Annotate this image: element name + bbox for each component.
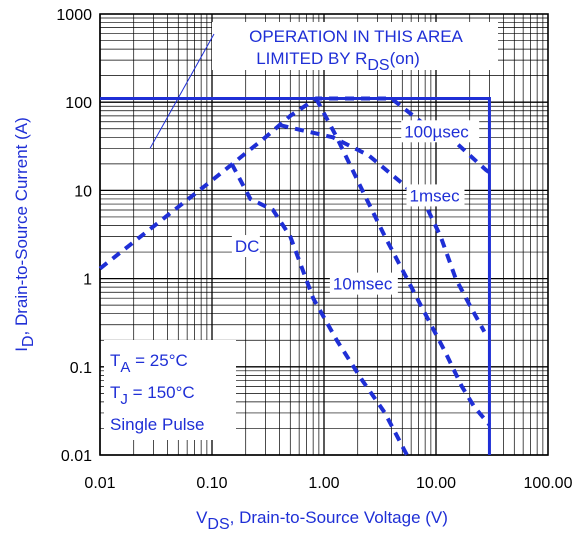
condition-0-main: T	[110, 351, 120, 370]
x-axis-title-rest: , Drain-to-Source Voltage (V)	[230, 508, 448, 527]
series-label: 100µsec	[404, 122, 469, 141]
curves	[98, 96, 491, 456]
y-axis-title-main: I	[12, 347, 31, 352]
condition-0-sub: A	[120, 359, 130, 376]
condition-junction-temperature: TJ = 150°C	[110, 383, 195, 408]
x-tick-label: 1.00	[308, 475, 339, 492]
y-tick-label: 10	[74, 183, 92, 200]
series-curve-1msec	[278, 123, 487, 333]
y-axis-title-rest: , Drain-to-Source Current (A)	[12, 117, 31, 335]
y-axis-title-sub: D	[20, 335, 37, 347]
plot-frame	[99, 13, 549, 456]
y-tick-label: 1	[83, 272, 92, 289]
y-tick-label: 100	[65, 95, 92, 112]
conditions-background	[104, 340, 236, 440]
condition-1-sub: J	[120, 391, 128, 408]
condition-single-pulse: Single Pulse	[110, 415, 205, 434]
y-tick-label: 0.01	[61, 448, 92, 465]
series-label: 1msec	[410, 186, 461, 205]
x-axis-title-sub: DS	[207, 516, 229, 533]
annotation-line-2-sub: DS	[367, 57, 389, 74]
x-tick-label: 0.10	[196, 475, 227, 492]
rds-on-limit-boundary	[100, 97, 491, 455]
y-tick-label: 1000	[56, 7, 92, 24]
curve-labels: 100µsec 1msec 10msec DC	[231, 120, 480, 295]
tick-labels: 0.01 0.10 1.00 10.00 100.00 0.01 0.1 1 10 100 1000	[56, 7, 572, 492]
x-tick-label: 0.01	[84, 475, 115, 492]
annotation-pointer-line	[149, 33, 215, 149]
series-label: DC	[235, 237, 260, 256]
series-label: 10msec	[333, 275, 393, 294]
y-tick-label: 0.1	[70, 360, 92, 377]
x-tick-label: 100.00	[524, 475, 573, 492]
series-curve-dc	[229, 162, 409, 456]
annotation-line-1: OPERATION IN THIS AREA	[249, 27, 463, 46]
condition-ambient-temperature: TA = 25°C	[110, 351, 188, 376]
annotation-line-2-main: LIMITED BY R	[256, 49, 367, 68]
x-tick-label: 10.00	[416, 475, 456, 492]
series-label-background	[406, 184, 465, 207]
x-axis-title-main: V	[196, 508, 208, 527]
condition-1-rest: = 150°C	[128, 383, 195, 402]
series-curve-100sec	[98, 96, 491, 271]
y-axis-title: ID, Drain-to-Source Current (A)	[12, 117, 37, 352]
series-label-background	[231, 235, 260, 258]
annotation-line-2-rest: (on)	[390, 49, 420, 68]
series-label-background	[401, 120, 480, 143]
series-label-background	[329, 272, 398, 295]
condition-0-rest: = 25°C	[130, 351, 187, 370]
x-axis-title: VDS, Drain-to-Source Voltage (V)	[196, 508, 448, 533]
annotation-line-2: LIMITED BY RDS(on)	[256, 49, 420, 74]
annotation-background	[212, 22, 498, 70]
condition-1-main: T	[110, 383, 120, 402]
